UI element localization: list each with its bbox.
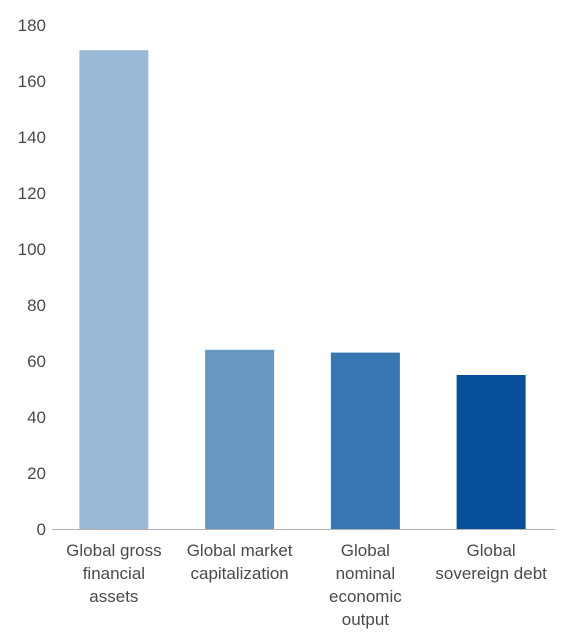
bar <box>79 50 149 529</box>
x-category-label-line: financial <box>83 564 145 583</box>
y-tick-label: 120 <box>18 184 46 203</box>
x-category-label-line: assets <box>89 587 138 606</box>
y-tick-label: 140 <box>18 128 46 147</box>
x-category-label: Global gross financial assets <box>66 541 161 606</box>
y-tick-label: 80 <box>27 296 46 315</box>
x-category-label-line: Global <box>467 541 516 560</box>
x-category-label-line: Global <box>341 541 390 560</box>
x-category-label-line: Global market <box>187 541 293 560</box>
y-tick-label: 100 <box>18 240 46 259</box>
bar <box>330 352 400 529</box>
bar <box>456 375 526 529</box>
x-category-label-line: sovereign debt <box>435 564 547 583</box>
x-category-label-line: output <box>342 610 390 629</box>
y-tick-label: 20 <box>27 464 46 483</box>
y-tick-label: 160 <box>18 72 46 91</box>
y-tick-label: 180 <box>18 16 46 35</box>
y-tick-label: 60 <box>27 352 46 371</box>
x-category-label-line: capitalization <box>190 564 288 583</box>
y-tick-label: 40 <box>27 408 46 427</box>
bars <box>79 50 526 529</box>
x-axis: Global gross financial assets Global market… <box>66 541 547 629</box>
bar <box>205 349 275 529</box>
x-category-label-line: economic <box>329 587 402 606</box>
y-axis: 0 20 40 60 80 100 120 140 160 180 <box>18 16 46 539</box>
y-tick-label: 0 <box>37 520 46 539</box>
x-category-label: Global nominal economic output <box>329 541 402 629</box>
x-category-label: Global sovereign debt <box>435 541 547 583</box>
x-category-label: Global market capitalization <box>187 541 293 583</box>
x-category-label-line: nominal <box>336 564 396 583</box>
x-category-label-line: Global gross <box>66 541 161 560</box>
